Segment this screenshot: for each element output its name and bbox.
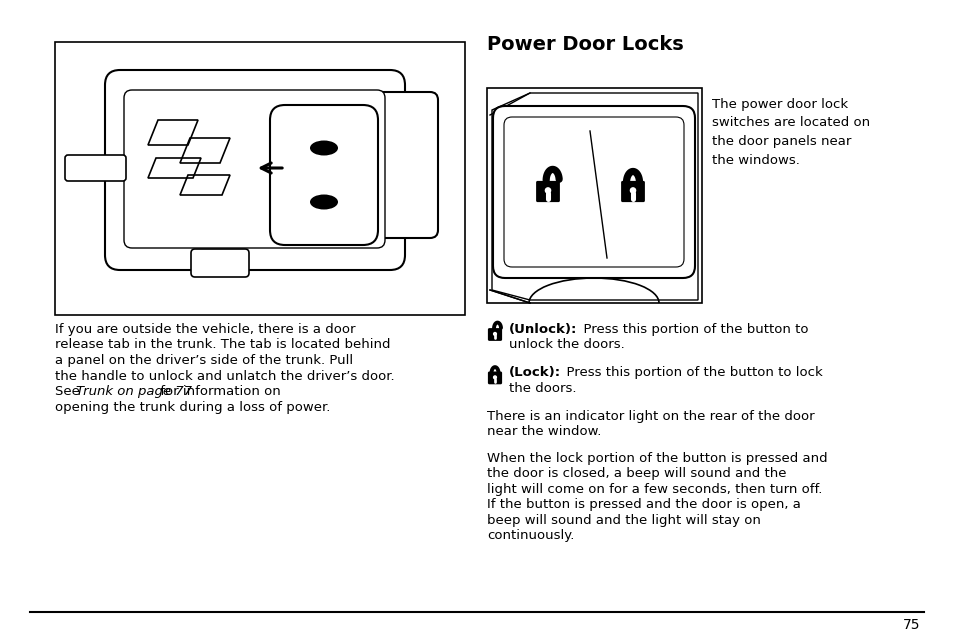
Text: Trunk on page 77: Trunk on page 77: [75, 385, 192, 398]
FancyBboxPatch shape: [124, 90, 385, 248]
Text: If the button is pressed and the door is open, a: If the button is pressed and the door is…: [486, 498, 800, 511]
FancyBboxPatch shape: [65, 155, 126, 181]
Text: The power door lock
switches are located on
the door panels near
the windows.: The power door lock switches are located…: [711, 98, 869, 167]
Text: light will come on for a few seconds, then turn off.: light will come on for a few seconds, th…: [486, 483, 821, 495]
Text: Press this portion of the button to: Press this portion of the button to: [575, 323, 807, 336]
Text: for information on: for information on: [155, 385, 280, 398]
Ellipse shape: [310, 195, 337, 209]
Text: the handle to unlock and unlatch the driver’s door.: the handle to unlock and unlatch the dri…: [55, 370, 395, 382]
FancyBboxPatch shape: [367, 92, 437, 238]
Text: continuously.: continuously.: [486, 529, 574, 542]
FancyBboxPatch shape: [620, 181, 644, 202]
Text: the doors.: the doors.: [509, 382, 576, 395]
Text: near the window.: near the window.: [486, 425, 600, 438]
FancyBboxPatch shape: [487, 328, 501, 341]
Circle shape: [545, 188, 550, 193]
Text: the door is closed, a beep will sound and the: the door is closed, a beep will sound an…: [486, 467, 785, 480]
Text: (Unlock):: (Unlock):: [509, 323, 577, 336]
Text: Press this portion of the button to lock: Press this portion of the button to lock: [558, 366, 821, 380]
Circle shape: [493, 376, 496, 379]
FancyBboxPatch shape: [191, 249, 249, 277]
Text: opening the trunk during a loss of power.: opening the trunk during a loss of power…: [55, 401, 330, 413]
Bar: [486, 88, 701, 303]
FancyBboxPatch shape: [503, 117, 683, 267]
FancyBboxPatch shape: [487, 371, 501, 384]
Text: Power Door Locks: Power Door Locks: [486, 35, 683, 54]
FancyBboxPatch shape: [270, 105, 377, 245]
Text: release tab in the trunk. The tab is located behind: release tab in the trunk. The tab is loc…: [55, 338, 390, 352]
Circle shape: [493, 333, 496, 335]
Ellipse shape: [310, 141, 337, 155]
Bar: [55, 42, 464, 315]
Text: When the lock portion of the button is pressed and: When the lock portion of the button is p…: [486, 452, 827, 465]
FancyBboxPatch shape: [493, 106, 695, 278]
Text: (Lock):: (Lock):: [509, 366, 560, 380]
Circle shape: [630, 188, 635, 193]
Text: a panel on the driver’s side of the trunk. Pull: a panel on the driver’s side of the trun…: [55, 354, 353, 367]
FancyBboxPatch shape: [536, 181, 559, 202]
Text: There is an indicator light on the rear of the door: There is an indicator light on the rear …: [486, 410, 814, 423]
Text: 75: 75: [902, 618, 919, 632]
Text: unlock the doors.: unlock the doors.: [509, 338, 624, 352]
Text: See: See: [55, 385, 84, 398]
Text: beep will sound and the light will stay on: beep will sound and the light will stay …: [486, 514, 760, 527]
Text: If you are outside the vehicle, there is a door: If you are outside the vehicle, there is…: [55, 323, 355, 336]
FancyBboxPatch shape: [105, 70, 405, 270]
